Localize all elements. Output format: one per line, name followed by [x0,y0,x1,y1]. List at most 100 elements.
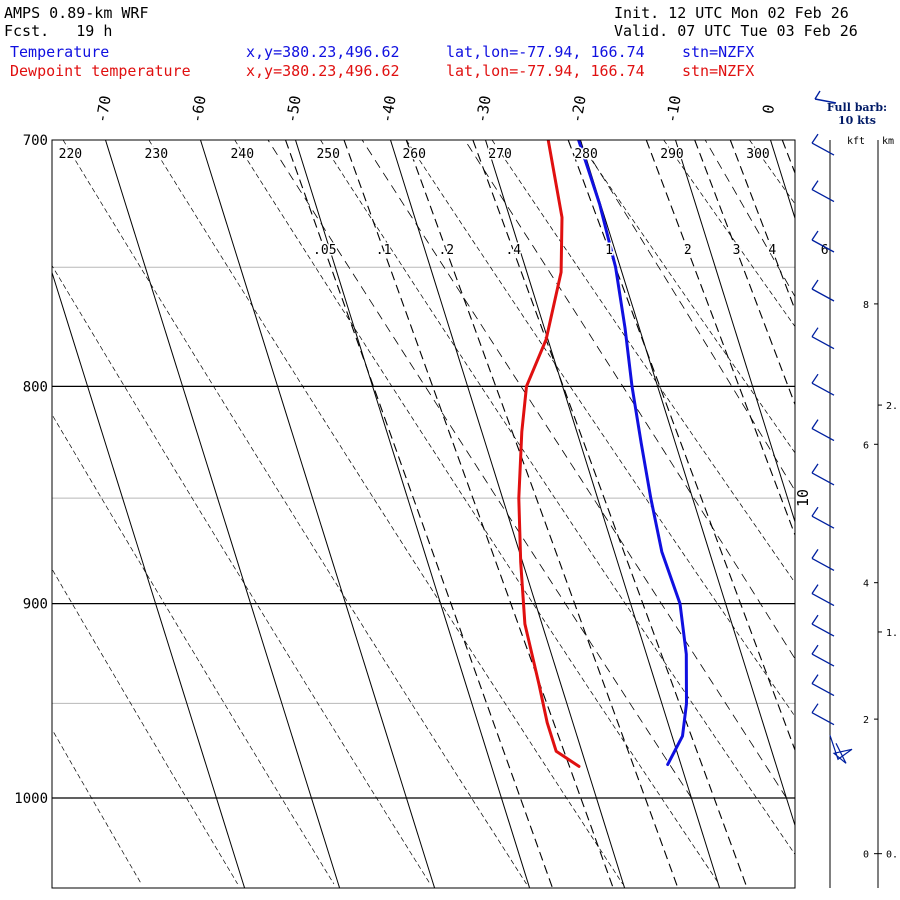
wind-barb-shaft [811,593,835,607]
dry-adiabat-250 [320,140,795,855]
mixing-ratio-line [781,140,795,175]
wind-barb-flag [811,133,819,144]
legend-temperature-name: Temperature [10,43,110,61]
dry-adiabat-220 [62,140,527,885]
temperature-label: -40 [377,94,399,124]
isotherm--50 [295,140,531,888]
wind-barb-flag [811,327,819,338]
isotherm--60 [200,140,436,888]
legend-temperature-stn: stn=NZFX [682,43,755,61]
temperature-label: 0 [759,103,778,115]
wind-barb-flag [811,674,819,684]
model-title: AMPS 0.89-km WRF [4,4,149,22]
theta-label: 300 [746,147,769,162]
dry-adiabat-270 [491,140,795,584]
sounding-profiles [517,140,688,768]
dry-adiabat-310 [835,140,900,884]
theta-label: 250 [316,147,339,162]
dry-adiabat-190 [52,568,238,885]
isotherm--20 [580,140,795,828]
barb-speed-label: 10 [794,489,812,507]
wind-barb-shaft [811,239,835,253]
temperature-profile [577,140,688,766]
kft-label: 6 [863,440,869,451]
temperature-label: -10 [662,94,684,124]
mixing-ratio-line [284,140,554,888]
wind-barb-flag [811,373,819,384]
pressure-label: 700 [23,133,48,149]
isotherm--80 [52,270,246,888]
wind-barb-flag [811,419,819,429]
mixing-ratio-line [645,140,795,537]
mixing-ratio-label: .4 [505,243,521,258]
temperature-label: -20 [567,94,589,124]
temperature-label: -30 [472,94,494,124]
moist-adiabat-0 [579,140,795,492]
legend-barb-flag-icon [814,90,821,100]
moist-adiabat--20 [361,140,787,799]
wind-barb-flag [811,506,819,517]
theta-label: 280 [574,147,597,162]
mixing-ratio-label: 1 [605,243,613,258]
isotherm--70 [105,140,341,888]
km-label: 2. [886,401,898,412]
wind-barb-shaft [811,428,835,442]
dry-adiabat-290 [663,140,795,328]
kft-label: 2 [863,715,869,726]
isotherm--30 [485,140,721,888]
legend-dewpoint-latlon: lat,lon=-77.94, 166.74 [446,62,645,80]
pressure-label: 900 [23,597,48,613]
wind-barb-shaft [811,382,835,396]
mixing-ratio-line [729,140,795,312]
wind-barb-shaft [811,623,835,637]
theta-label: 270 [488,147,511,162]
mixing-ratio-label: .05 [313,243,336,258]
dewpoint-profile [517,140,581,768]
wind-barb-flag [811,230,819,241]
legend-dewpoint-stn: stn=NZFX [682,62,755,80]
mixing-ratio-label: 4 [768,243,776,258]
temperature-label: -60 [187,94,209,124]
temperature-label: -50 [282,94,304,124]
legend-temperature-xy: x,y=380.23,496.62 [246,43,400,61]
fcst-label: Fcst. [4,22,50,40]
calm-wind-glyph [829,735,853,764]
wind-barb-shaft [811,142,835,156]
theta-label: 240 [231,147,254,162]
height-wind-panel: Full barb:10 kts kft km 0 2 4 6 8 0. 1. 2. [814,90,898,888]
fcst-value: 19 h [76,22,113,40]
dry-adiabat-180 [52,728,142,885]
wind-barb-shaft [811,472,835,486]
theta-label: 260 [402,147,425,162]
wind-barb-shaft [811,288,835,302]
barb-legend-line2: 10 kts [838,114,876,127]
mixing-ratio-line [694,140,795,407]
wind-barb-flag [811,463,819,474]
theta-label: 220 [59,147,82,162]
wind-barb-shaft [811,189,835,203]
km-label: 1. [886,628,898,639]
wind-barb-shaft [811,336,835,350]
mixing-ratio-line [343,140,614,888]
dry-adiabat-240 [234,140,720,885]
mixing-ratio-label: 2 [684,243,692,258]
dry-adiabat-260 [406,140,795,718]
mixing-ratio-line [405,140,679,888]
isotherm--10 [675,140,795,524]
plot-frame [51,139,796,889]
wind-barb-flag [811,180,819,190]
wind-barb-flag [811,584,819,594]
mixing-ratio-label: .2 [438,243,454,258]
pressure-label: 1000 [14,791,48,807]
legend-dewpoint-name: Dewpoint temperature [10,62,191,80]
dry-adiabat-230 [148,140,623,885]
wind-barb-flag [811,703,819,714]
kft-label: 8 [863,300,869,311]
wind-barb-shaft [811,653,835,667]
theta-label: 290 [660,147,683,162]
wind-barb-shaft [811,515,835,529]
wind-barbs [811,133,853,764]
